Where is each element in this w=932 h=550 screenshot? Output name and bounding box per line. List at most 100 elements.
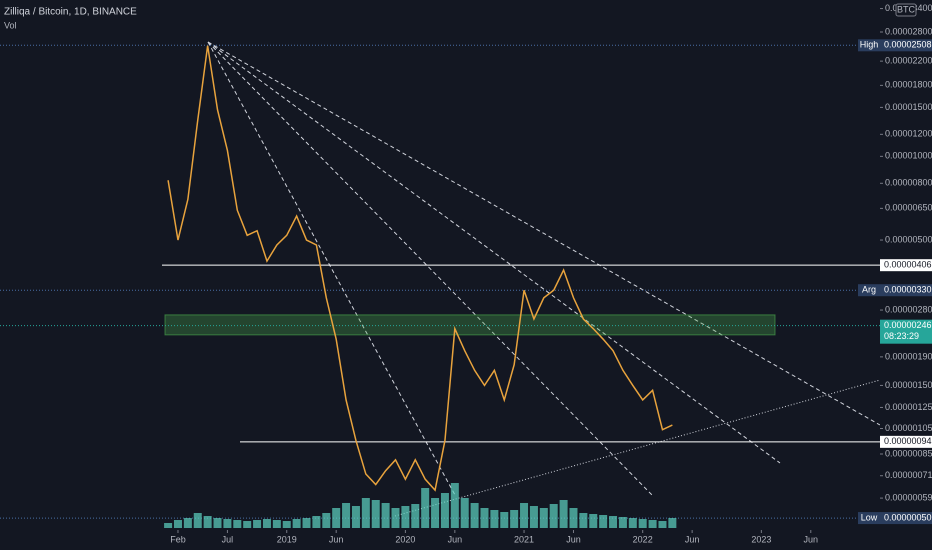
y-tick-label: 0.00000085 — [885, 448, 932, 458]
price-label-box — [880, 284, 932, 297]
volume-label: Vol — [4, 20, 17, 30]
volume-bar — [411, 504, 420, 528]
volume-bar — [658, 521, 667, 528]
x-tick-label: 2021 — [514, 534, 534, 544]
price-line-series — [167, 45, 673, 492]
volume-bar — [539, 508, 548, 528]
volume-bar — [164, 523, 173, 528]
x-tick-label: Feb — [170, 534, 186, 544]
trend-line — [207, 41, 781, 464]
volume-bar — [599, 515, 608, 528]
price-tag: Low — [861, 512, 878, 522]
y-tick-label: 0.00000280 — [885, 304, 932, 314]
trend-line — [207, 41, 881, 426]
volume-bar — [183, 518, 192, 528]
volume-bar — [490, 510, 499, 528]
volume-bar — [322, 513, 331, 528]
volume-bar — [421, 488, 430, 528]
volume-bar — [312, 516, 321, 528]
price-label: 0.00002508 — [884, 40, 932, 50]
volume-bar — [520, 503, 529, 528]
volume-bar — [193, 513, 202, 528]
volume-bar — [173, 520, 182, 528]
volume-bar — [351, 506, 360, 528]
axis: 0.000034000.000028000.000022000.00001800… — [880, 3, 932, 525]
volume-bar — [460, 498, 469, 528]
y-tick-label: 0.00002800 — [885, 26, 932, 36]
trend-line — [207, 41, 653, 496]
x-tick-label: Jul — [222, 534, 234, 544]
volume-bar — [500, 512, 509, 528]
volume-bar — [529, 506, 538, 528]
volume-bar — [431, 498, 440, 528]
price-tag: High — [860, 40, 879, 50]
price-axis — [880, 0, 932, 550]
y-tick-label: 0.00001500 — [885, 102, 932, 112]
trend-line — [207, 41, 456, 496]
volume-bar — [480, 508, 489, 528]
countdown: 08:23:29 — [884, 331, 919, 341]
price-label: 0.00000094 — [884, 436, 932, 446]
volume-bar — [549, 504, 558, 528]
volume-bar — [510, 510, 519, 528]
price-label: 0.00000246 — [884, 320, 932, 330]
y-tick-label: 0.00001800 — [885, 80, 932, 90]
x-tick-label: 2020 — [395, 534, 415, 544]
price-label-box — [880, 435, 932, 448]
volume-bar — [559, 500, 568, 528]
price-tag-box — [858, 284, 880, 297]
x-tick-label: Jun — [448, 534, 463, 544]
y-tick-label: 0.00001200 — [885, 129, 932, 139]
volume-bar — [579, 513, 588, 528]
volume-bar — [223, 519, 232, 528]
volume-bar — [272, 520, 281, 528]
volume-bar — [292, 519, 301, 528]
currency-badge — [895, 3, 917, 17]
y-tick-label: 0.00000800 — [885, 178, 932, 188]
volume-bar — [450, 483, 459, 528]
trend-line — [394, 379, 881, 517]
y-tick-label: 0.00001000 — [885, 151, 932, 161]
x-tick-label: Jun — [329, 534, 344, 544]
x-tick-label: 2022 — [633, 534, 653, 544]
price-tag-box — [858, 39, 880, 52]
volume-bar — [401, 506, 410, 528]
chart-title: Zilliqa / Bitcoin, 1D, BINANCE — [4, 7, 137, 18]
volume-bar — [589, 514, 598, 528]
trend-lines — [207, 41, 881, 517]
price-label: 0.00000050 — [884, 512, 932, 522]
y-tick-label: 0.00000071 — [885, 470, 932, 480]
y-tick-label: 0.00000190 — [885, 351, 932, 361]
x-tick-label: 2019 — [277, 534, 297, 544]
y-tick-label: 0.00000650 — [885, 203, 932, 213]
volume-bar — [648, 520, 657, 528]
y-tick-label: 0.00000105 — [885, 423, 932, 433]
x-tick-label: Jun — [804, 534, 819, 544]
price-label-box — [880, 319, 932, 344]
x-tick-label: Jun — [566, 534, 581, 544]
volume-bar — [361, 498, 370, 528]
volume-bar — [381, 503, 390, 528]
plot: Feb Jul 2019 Jun 2020 Jun 2021 Jun 2022 Jun 2023 Ju… — [0, 39, 880, 544]
volume-bar — [203, 516, 212, 528]
volume-bar — [470, 503, 479, 528]
zone — [164, 314, 776, 336]
price-label: 0.00000330 — [884, 285, 932, 295]
currency: BTC — [897, 4, 916, 14]
volume-bar — [282, 521, 291, 528]
x-tick-label: Jun — [685, 534, 700, 544]
volume-bar — [618, 517, 627, 528]
volume-bar — [609, 516, 618, 528]
volume-bar — [342, 503, 351, 528]
volume-bar — [628, 518, 637, 528]
volume-bar — [233, 520, 242, 528]
price-tag-box — [858, 512, 880, 525]
volume-bar — [253, 520, 262, 528]
volume-bar — [569, 508, 578, 528]
y-tick-label: 0.00000125 — [885, 402, 932, 412]
volume-bar — [391, 508, 400, 528]
y-tick-label: 0.00000150 — [885, 380, 932, 390]
volume-bar — [213, 518, 222, 528]
price-tag: Arg — [862, 285, 876, 295]
